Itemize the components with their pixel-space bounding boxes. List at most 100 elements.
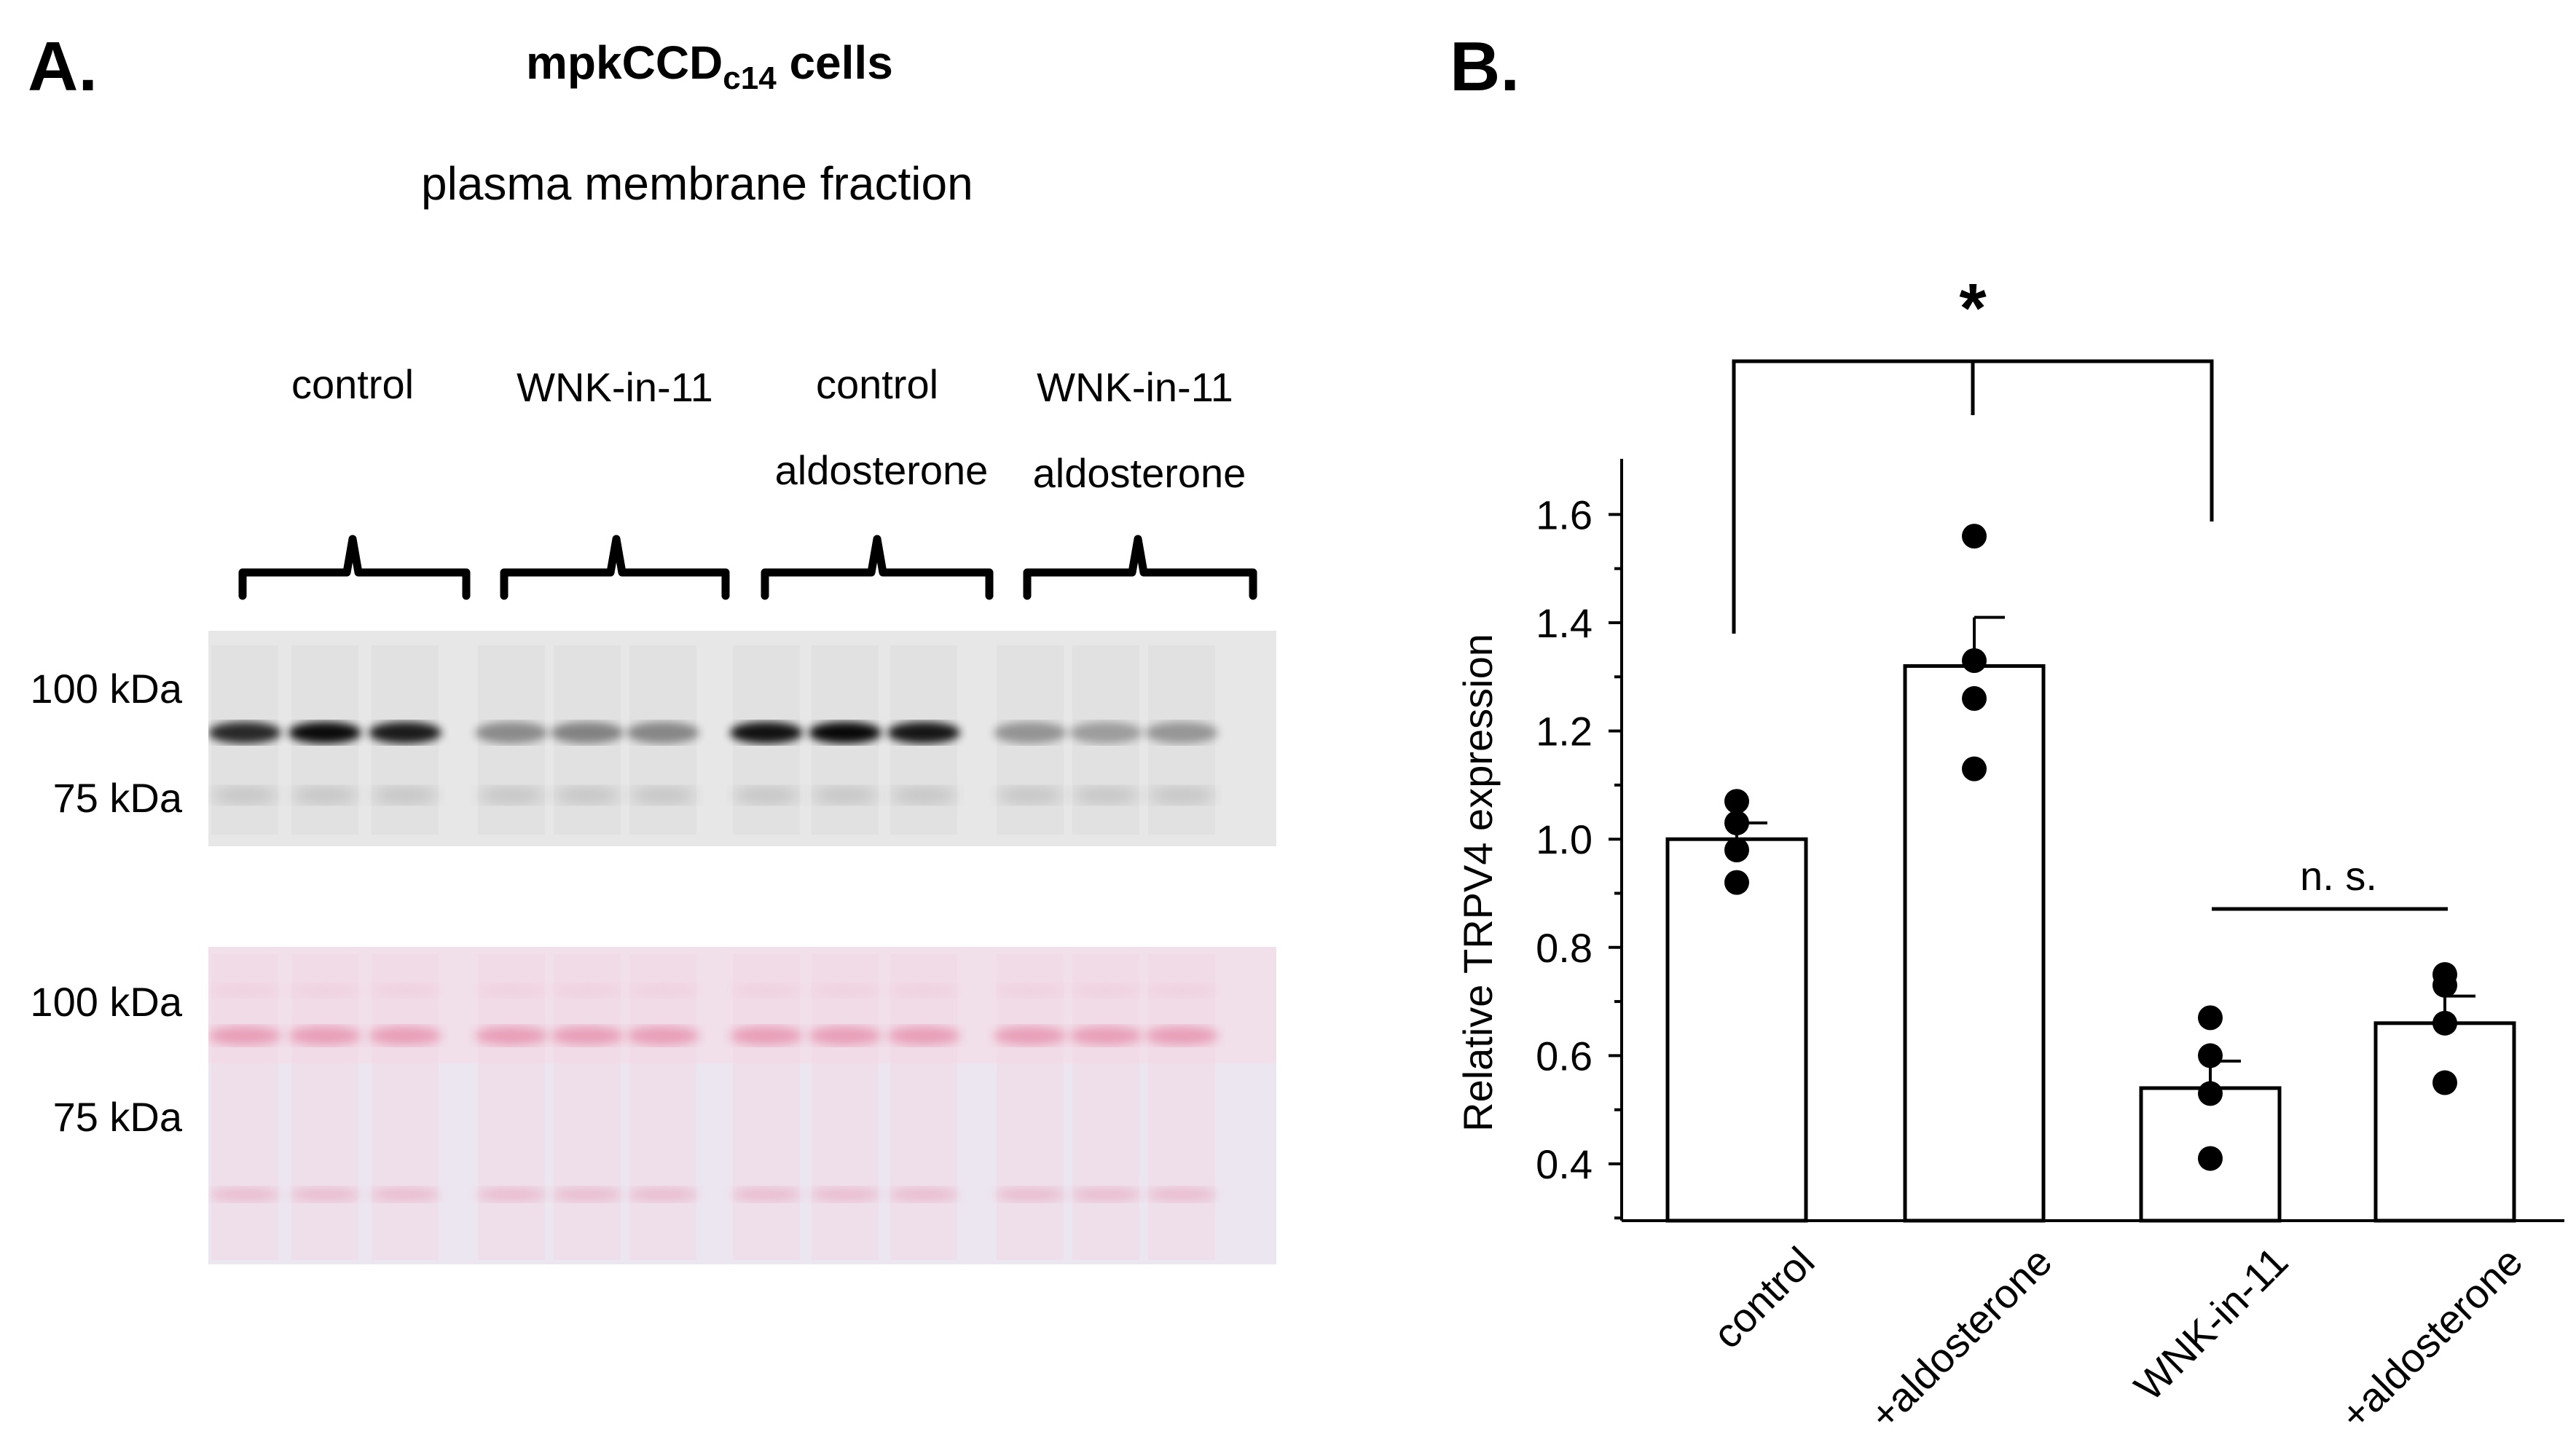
ponceau-band bbox=[887, 1026, 960, 1045]
title-suffix: cells bbox=[776, 36, 893, 89]
ponceau-band-lower bbox=[370, 1187, 440, 1202]
ponceau-band bbox=[551, 1026, 624, 1045]
blot-band-faint bbox=[211, 787, 278, 804]
ponceau-band bbox=[1145, 1026, 1218, 1045]
ponceau-band bbox=[1069, 1026, 1142, 1045]
ponceau-band bbox=[809, 1026, 881, 1045]
ponceau-band bbox=[994, 1026, 1067, 1045]
y-axis-label: Relative TRPV4 expression bbox=[1455, 634, 1501, 1132]
ponceau-band-upper bbox=[554, 984, 621, 997]
ponceau-band bbox=[627, 1026, 699, 1045]
bracket-wnk-in-11-aldo bbox=[1023, 535, 1257, 600]
ponceau-band-upper bbox=[997, 984, 1064, 997]
y-tick-label: 1.4 bbox=[1536, 600, 1593, 646]
bracket-wnk-in-11 bbox=[500, 535, 730, 600]
ponceau-lane bbox=[372, 954, 439, 1260]
ponceau-band-lower bbox=[210, 1187, 280, 1202]
blot-band-faint bbox=[1072, 787, 1139, 804]
x-tick-label: control bbox=[1704, 1238, 1823, 1357]
ponceau-lane bbox=[629, 954, 696, 1260]
blot-band-faint bbox=[1148, 787, 1215, 804]
y-tick-label: 1.2 bbox=[1536, 709, 1593, 755]
ponceau-band-lower bbox=[552, 1187, 622, 1202]
ns-label: n. s. bbox=[2300, 853, 2377, 899]
panel-b-letter: B. bbox=[1450, 28, 1520, 106]
ponceau-band bbox=[730, 1026, 803, 1045]
ponceau-band-upper bbox=[733, 984, 800, 997]
ponceau-marker-100: 100 kDa bbox=[30, 979, 182, 1025]
data-point bbox=[1962, 686, 1987, 712]
ponceau-band bbox=[475, 1026, 548, 1045]
ponceau-band-upper bbox=[890, 984, 957, 997]
blot-marker-100: 100 kDa bbox=[30, 666, 182, 712]
ponceau-band-upper bbox=[478, 984, 545, 997]
ponceau-band-lower bbox=[889, 1187, 959, 1202]
ponceau-band-lower bbox=[476, 1187, 546, 1202]
y-tick-label: 0.6 bbox=[1536, 1033, 1593, 1079]
ponceau-band-lower bbox=[1147, 1187, 1217, 1202]
ponceau-band bbox=[288, 1026, 361, 1045]
panel-a-letter: A. bbox=[28, 28, 98, 106]
ponceau-lane bbox=[1148, 954, 1215, 1260]
blot-marker-75: 75 kDa bbox=[52, 775, 182, 821]
ponceau-lane bbox=[997, 954, 1064, 1260]
ponceau-lane bbox=[812, 954, 879, 1260]
significance-star: * bbox=[1959, 269, 1987, 347]
data-point bbox=[1962, 756, 1987, 781]
group-label-control-aldo: control bbox=[815, 361, 939, 407]
y-tick-label: 1.6 bbox=[1536, 492, 1593, 538]
ponceau-band-upper bbox=[1072, 984, 1139, 997]
ponceau-lane bbox=[1072, 954, 1139, 1260]
data-point bbox=[1962, 524, 1987, 549]
blot-band-faint bbox=[733, 787, 800, 804]
data-point bbox=[2432, 972, 2457, 998]
ponceau-band-upper bbox=[1148, 984, 1215, 997]
ponceau-lane bbox=[478, 954, 545, 1260]
blot-band-faint bbox=[812, 787, 879, 804]
data-point bbox=[1724, 870, 1749, 895]
y-tick-label: 0.4 bbox=[1536, 1141, 1593, 1187]
ponceau-band-lower bbox=[1071, 1187, 1141, 1202]
bar bbox=[1903, 664, 2046, 1223]
ponceau-band-lower bbox=[290, 1187, 360, 1202]
blot-band bbox=[994, 722, 1067, 744]
blot-band bbox=[887, 722, 960, 744]
x-tick-label: +aldosterone bbox=[1861, 1238, 2061, 1438]
data-point bbox=[2198, 1043, 2223, 1068]
blot-band bbox=[730, 722, 803, 744]
title-main: mpkCCD bbox=[526, 36, 723, 89]
group-label-aldosterone-2: aldosterone bbox=[1032, 450, 1246, 496]
bracket-control bbox=[238, 535, 471, 600]
ponceau-band-lower bbox=[810, 1187, 880, 1202]
y-tick-label: 0.8 bbox=[1536, 925, 1593, 971]
western-blot-image bbox=[208, 631, 1276, 846]
ponceau-lane bbox=[291, 954, 358, 1260]
ponceau-band-upper bbox=[629, 984, 696, 997]
ponceau-lane bbox=[554, 954, 621, 1260]
bracket-control-aldo bbox=[761, 535, 994, 600]
blot-band bbox=[809, 722, 881, 744]
blot-band bbox=[551, 722, 624, 744]
blot-band-faint bbox=[554, 787, 621, 804]
ponceau-band-upper bbox=[372, 984, 439, 997]
panel-a-subtitle: plasma membrane fraction bbox=[421, 157, 973, 210]
group-label-wnk-in-11-aldo: WNK-in-11 bbox=[1037, 364, 1233, 410]
ponceau-marker-75: 75 kDa bbox=[52, 1094, 182, 1140]
blot-band-faint bbox=[629, 787, 696, 804]
blot-band bbox=[627, 722, 699, 744]
blot-band bbox=[288, 722, 361, 744]
ponceau-lane bbox=[733, 954, 800, 1260]
ponceau-band-lower bbox=[628, 1187, 698, 1202]
group-label-aldosterone-1: aldosterone bbox=[774, 447, 989, 493]
data-point bbox=[2198, 1005, 2223, 1031]
data-point bbox=[2198, 1146, 2223, 1171]
data-point bbox=[2432, 1070, 2457, 1095]
data-point bbox=[1962, 648, 1987, 674]
blot-band-faint bbox=[291, 787, 358, 804]
lane-brackets bbox=[238, 535, 1257, 600]
ponceau-stain-image bbox=[208, 947, 1276, 1264]
blot-band-faint bbox=[372, 787, 439, 804]
group-label-wnk-in-11: WNK-in-11 bbox=[517, 364, 713, 410]
data-point bbox=[1724, 838, 1749, 863]
